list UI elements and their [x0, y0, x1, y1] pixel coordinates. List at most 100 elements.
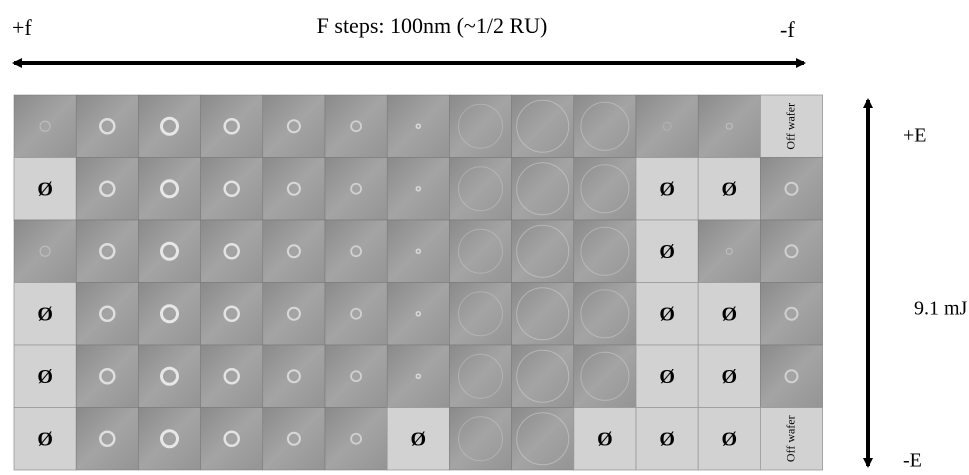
sem-image [760, 220, 822, 283]
matrix-cell [138, 220, 200, 283]
matrix-cell [387, 283, 449, 346]
matrix-cell [512, 283, 574, 346]
cell-label: Ø [659, 366, 675, 388]
matrix-cell [325, 95, 387, 158]
cell-label: Ø [37, 303, 53, 325]
sem-image [574, 283, 636, 346]
matrix-cell: Ø [14, 283, 76, 346]
matrix-cell [760, 283, 822, 346]
sem-image [263, 283, 325, 346]
sem-image [698, 95, 760, 158]
matrix-cell [574, 220, 636, 283]
sem-image [263, 220, 325, 283]
matrix-cell [387, 220, 449, 283]
matrix-cell [138, 158, 200, 221]
sem-image [387, 345, 449, 408]
matrix-cell [263, 158, 325, 221]
sem-image [201, 158, 263, 221]
matrix-cell [698, 220, 760, 283]
matrix-cell [76, 345, 138, 408]
matrix-cell [698, 95, 760, 158]
matrix-cell [76, 95, 138, 158]
sem-image [512, 220, 574, 283]
energy-dose-label: 9.1 mJ [914, 298, 968, 320]
matrix-cell: Ø [636, 220, 698, 283]
cell-label: Ø [722, 178, 738, 200]
matrix-cell: Ø [14, 345, 76, 408]
sem-image [138, 95, 200, 158]
matrix-cell: Ø [14, 158, 76, 221]
matrix-cell [14, 95, 76, 158]
matrix-cell [325, 220, 387, 283]
matrix-cell [636, 95, 698, 158]
matrix-cell [449, 158, 511, 221]
sem-image [325, 345, 387, 408]
sem-image [263, 158, 325, 221]
sem-image [76, 158, 138, 221]
matrix-cell [76, 408, 138, 471]
sem-image [760, 158, 822, 221]
sem-image [76, 220, 138, 283]
matrix-cell: Ø [387, 408, 449, 471]
matrix-cell [138, 345, 200, 408]
matrix-cell: Ø [698, 283, 760, 346]
matrix-cell [201, 158, 263, 221]
sem-image [387, 283, 449, 346]
cell-label: Ø [722, 303, 738, 325]
matrix-cell [263, 95, 325, 158]
matrix-cell [574, 158, 636, 221]
matrix-cell [138, 408, 200, 471]
matrix-cell [512, 345, 574, 408]
cell-label: Ø [597, 428, 613, 450]
sem-image [512, 345, 574, 408]
sem-image [76, 95, 138, 158]
matrix-cell [512, 220, 574, 283]
matrix-cell [512, 95, 574, 158]
focus-plus-label: +f [12, 15, 32, 40]
focus-step-title: F steps: 100nm (~1/2 RU) [317, 13, 548, 38]
matrix-cell [325, 345, 387, 408]
cell-label: Ø [37, 428, 53, 450]
matrix-cell [325, 408, 387, 471]
matrix-cell [449, 345, 511, 408]
sem-image [138, 408, 200, 471]
sem-image [14, 95, 76, 158]
sem-image [760, 283, 822, 346]
matrix-cell [760, 158, 822, 221]
sem-image [14, 220, 76, 283]
sem-image [263, 95, 325, 158]
matrix-cell [574, 283, 636, 346]
matrix-cell: Ø [698, 158, 760, 221]
matrix-cell [263, 283, 325, 346]
sem-image [263, 408, 325, 471]
matrix-cell: Ø [698, 345, 760, 408]
matrix-cell [201, 408, 263, 471]
matrix-cell: Ø [636, 283, 698, 346]
cell-label: Ø [722, 428, 738, 450]
sem-image [698, 220, 760, 283]
sem-image [263, 345, 325, 408]
cell-label: Ø [411, 428, 427, 450]
matrix-cell [76, 158, 138, 221]
cell-label: Ø [659, 241, 675, 263]
matrix-cell [387, 345, 449, 408]
matrix-cell [512, 408, 574, 471]
energy-minus-label: -E [903, 450, 922, 472]
matrix-cell [76, 283, 138, 346]
focus-minus-label: -f [780, 17, 795, 42]
sem-image [201, 408, 263, 471]
sem-image [387, 220, 449, 283]
matrix-cell [387, 95, 449, 158]
sem-image [636, 95, 698, 158]
matrix-cell [263, 408, 325, 471]
sem-image [76, 408, 138, 471]
cell-label: Ø [659, 428, 675, 450]
sem-image [574, 345, 636, 408]
sem-image [325, 220, 387, 283]
sem-image [574, 158, 636, 221]
sem-image [512, 158, 574, 221]
sem-image [512, 283, 574, 346]
matrix-cell [263, 220, 325, 283]
matrix-cell: Off wafer [760, 408, 822, 471]
sem-image [512, 95, 574, 158]
